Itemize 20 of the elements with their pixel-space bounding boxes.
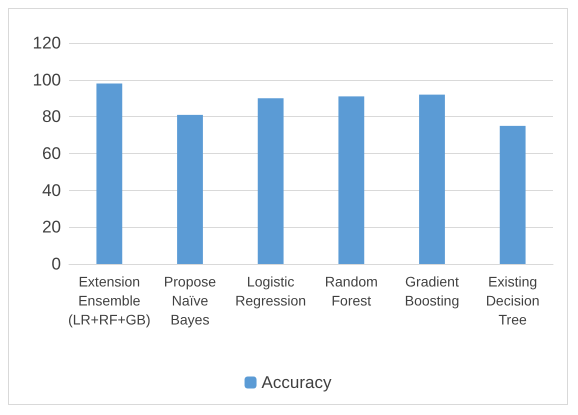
bar [500, 126, 526, 264]
y-tick-label: 20 [42, 218, 61, 237]
x-tick-label: Random Forest [324, 274, 378, 308]
bar [96, 84, 122, 264]
y-tick-label: 80 [42, 107, 61, 126]
y-tick-label: 0 [52, 254, 61, 274]
x-tick-label: Gradient Boosting [404, 274, 460, 308]
bar [338, 96, 364, 264]
bar [258, 98, 284, 264]
y-tick-label: 60 [42, 144, 61, 163]
y-tick-label: 100 [32, 70, 61, 90]
bar [177, 114, 203, 264]
bar [419, 94, 445, 264]
legend-label: Accuracy [262, 373, 332, 392]
y-tick-label: 40 [42, 180, 61, 200]
x-tick-label: Existing Decision Tree [486, 274, 540, 328]
y-tick-label: 120 [32, 34, 61, 52]
x-tick-label: Logistic Regression [235, 274, 306, 308]
x-tick-label: Propose Naïve Bayes [164, 274, 216, 328]
x-tick-label: Extension Ensemble (LR+RF+GB) [68, 274, 151, 328]
